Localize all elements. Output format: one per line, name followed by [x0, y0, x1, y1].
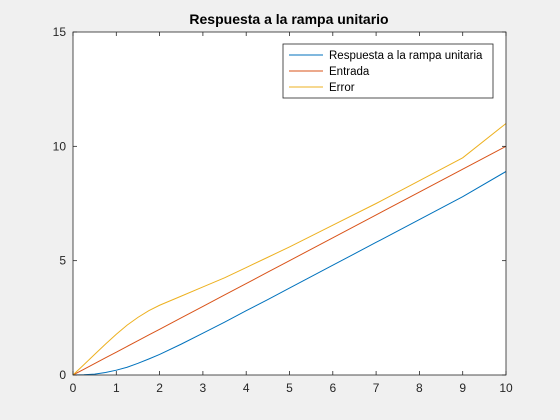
x-tick-label: 3: [200, 381, 207, 395]
y-tick-label: 5: [59, 254, 66, 268]
x-tick-label: 5: [286, 381, 293, 395]
y-tick-label: 15: [53, 25, 67, 39]
x-tick-label: 6: [329, 381, 336, 395]
x-tick-label: 9: [459, 381, 466, 395]
y-tick-label: 10: [53, 139, 67, 153]
series-line-1: [73, 171, 506, 375]
x-tick-label: 0: [70, 381, 77, 395]
y-tick-label: 0: [59, 368, 66, 382]
axis-layer: 0 1 2 3 4 5 6 7 8 9 10 0 5 10 15: [53, 25, 513, 395]
legend-label: Error: [329, 82, 355, 94]
series-line-2: [73, 145, 506, 375]
legend-label: Respuesta a la rampa unitaria: [329, 50, 483, 62]
x-tick-label: 10: [499, 381, 513, 395]
series-layer: [73, 123, 506, 375]
series-line-3: [73, 123, 506, 375]
x-tick-label: 2: [156, 381, 163, 395]
x-tick-label: 1: [113, 381, 120, 395]
legend-label: Entrada: [329, 66, 370, 78]
x-tick-label: 8: [416, 381, 423, 395]
chart-title: Respuesta a la rampa unitario: [189, 11, 388, 27]
x-tick-label: 4: [243, 381, 250, 395]
legend: Respuesta a la rampa unitaria Entrada Erro…: [282, 43, 494, 99]
x-tick-label: 7: [373, 381, 380, 395]
